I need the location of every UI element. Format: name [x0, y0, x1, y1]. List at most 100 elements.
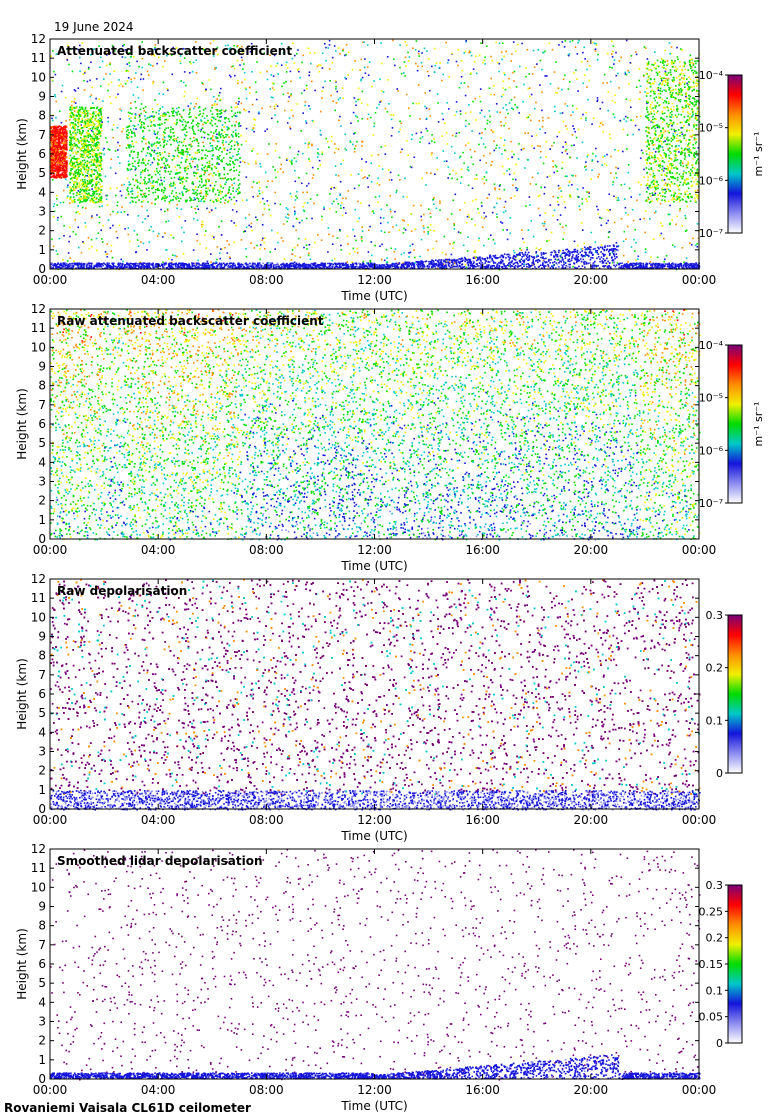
- heatmap-cell: [283, 94, 285, 96]
- heatmap-cell: [244, 72, 246, 74]
- heatmap-cell: [306, 244, 308, 246]
- heatmap-cell: [615, 197, 617, 199]
- heatmap-cell: [474, 61, 476, 63]
- heatmap-cell: [614, 149, 616, 151]
- heatmap-cell: [430, 216, 432, 218]
- heatmap-cell: [329, 80, 331, 82]
- heatmap-cell: [216, 104, 218, 106]
- heatmap-cell: [193, 108, 195, 110]
- heatmap-cell: [569, 194, 571, 196]
- heatmap-cell: [666, 255, 668, 257]
- heatmap-cell: [626, 98, 628, 100]
- heatmap-cell: [274, 248, 276, 250]
- heatmap-cell: [417, 66, 419, 68]
- heatmap-cell: [371, 255, 373, 257]
- heatmap-cell: [514, 195, 516, 197]
- heatmap-cell: [253, 131, 255, 133]
- heatmap-cell: [629, 188, 631, 190]
- heatmap-cell: [338, 47, 340, 49]
- heatmap-cell: [665, 71, 667, 73]
- heatmap-cell: [649, 218, 651, 220]
- heatmap-cell: [503, 125, 505, 127]
- heatmap-cell: [460, 82, 462, 84]
- heatmap-cell: [308, 147, 310, 149]
- heatmap-cell: [164, 211, 166, 213]
- heatmap-cell: [451, 178, 453, 180]
- heatmap-cell: [574, 241, 576, 243]
- heatmap-cell: [59, 238, 61, 240]
- heatmap-cell: [207, 155, 209, 157]
- heatmap-cell: [214, 238, 216, 240]
- heatmap-cell: [582, 198, 584, 200]
- heatmap-cell: [346, 149, 348, 151]
- heatmap-cell: [697, 190, 699, 192]
- heatmap-cell: [256, 61, 258, 63]
- heatmap-cell: [134, 185, 136, 187]
- heatmap-cell: [386, 204, 388, 206]
- heatmap-cell: [245, 141, 247, 143]
- heatmap-cell: [461, 76, 463, 78]
- heatmap-cell: [116, 205, 118, 207]
- heatmap-cell: [591, 232, 593, 234]
- heatmap-cell: [606, 222, 608, 224]
- heatmap-cell: [205, 157, 207, 159]
- heatmap-cell: [493, 140, 495, 142]
- heatmap-cell: [269, 209, 271, 211]
- heatmap-cell: [625, 238, 627, 240]
- heatmap-cell: [457, 179, 459, 181]
- heatmap-cell: [445, 254, 447, 256]
- heatmap-cell: [163, 94, 165, 96]
- heatmap-cell: [149, 241, 151, 243]
- heatmap-cell: [515, 51, 517, 53]
- heatmap-cell: [91, 239, 93, 241]
- heatmap-cell: [473, 68, 475, 70]
- heatmap-cell: [357, 221, 359, 223]
- heatmap-cell: [404, 178, 406, 180]
- heatmap-cell: [364, 58, 366, 60]
- heatmap-cell: [655, 151, 657, 153]
- heatmap-cell: [62, 259, 64, 261]
- heatmap-cell: [502, 87, 504, 89]
- heatmap-cell: [297, 49, 299, 51]
- heatmap-cell: [260, 259, 262, 261]
- heatmap-cell: [195, 103, 197, 105]
- heatmap-cell: [529, 204, 531, 206]
- heatmap-cell: [606, 165, 608, 167]
- heatmap-cell: [287, 217, 289, 219]
- heatmap-cell: [586, 112, 588, 114]
- heatmap-cell: [615, 173, 617, 175]
- heatmap-cell: [55, 74, 57, 76]
- heatmap-cell: [615, 167, 617, 169]
- heatmap-cell: [105, 73, 107, 75]
- heatmap-cell: [582, 142, 584, 144]
- heatmap-cell: [525, 67, 527, 69]
- heatmap-cell: [83, 242, 85, 244]
- heatmap-cell: [477, 208, 479, 210]
- heatmap-cell: [399, 229, 401, 231]
- heatmap-cell: [609, 134, 611, 136]
- heatmap-cell: [528, 73, 530, 75]
- heatmap-cell: [379, 245, 381, 247]
- heatmap-cell: [506, 229, 508, 231]
- heatmap-cell: [616, 75, 618, 77]
- heatmap-cell: [210, 89, 212, 91]
- heatmap-cell: [71, 101, 73, 103]
- heatmap-cell: [107, 121, 109, 123]
- heatmap-cell: [471, 218, 473, 220]
- heatmap-cell: [391, 216, 393, 218]
- heatmap-cell: [483, 155, 485, 157]
- heatmap-cell: [353, 112, 355, 114]
- heatmap-cell: [284, 258, 286, 260]
- heatmap-cell: [335, 174, 337, 176]
- heatmap-cell: [234, 75, 236, 77]
- heatmap-cell: [572, 125, 574, 127]
- heatmap-cell: [675, 224, 677, 226]
- heatmap-cell: [472, 164, 474, 166]
- heatmap-cell: [105, 137, 107, 139]
- heatmap-cell: [399, 179, 401, 181]
- heatmap-cell: [82, 241, 84, 243]
- heatmap-cell: [69, 119, 71, 121]
- heatmap-cell: [567, 105, 569, 107]
- heatmap-cell: [503, 94, 505, 96]
- heatmap-cell: [577, 90, 579, 92]
